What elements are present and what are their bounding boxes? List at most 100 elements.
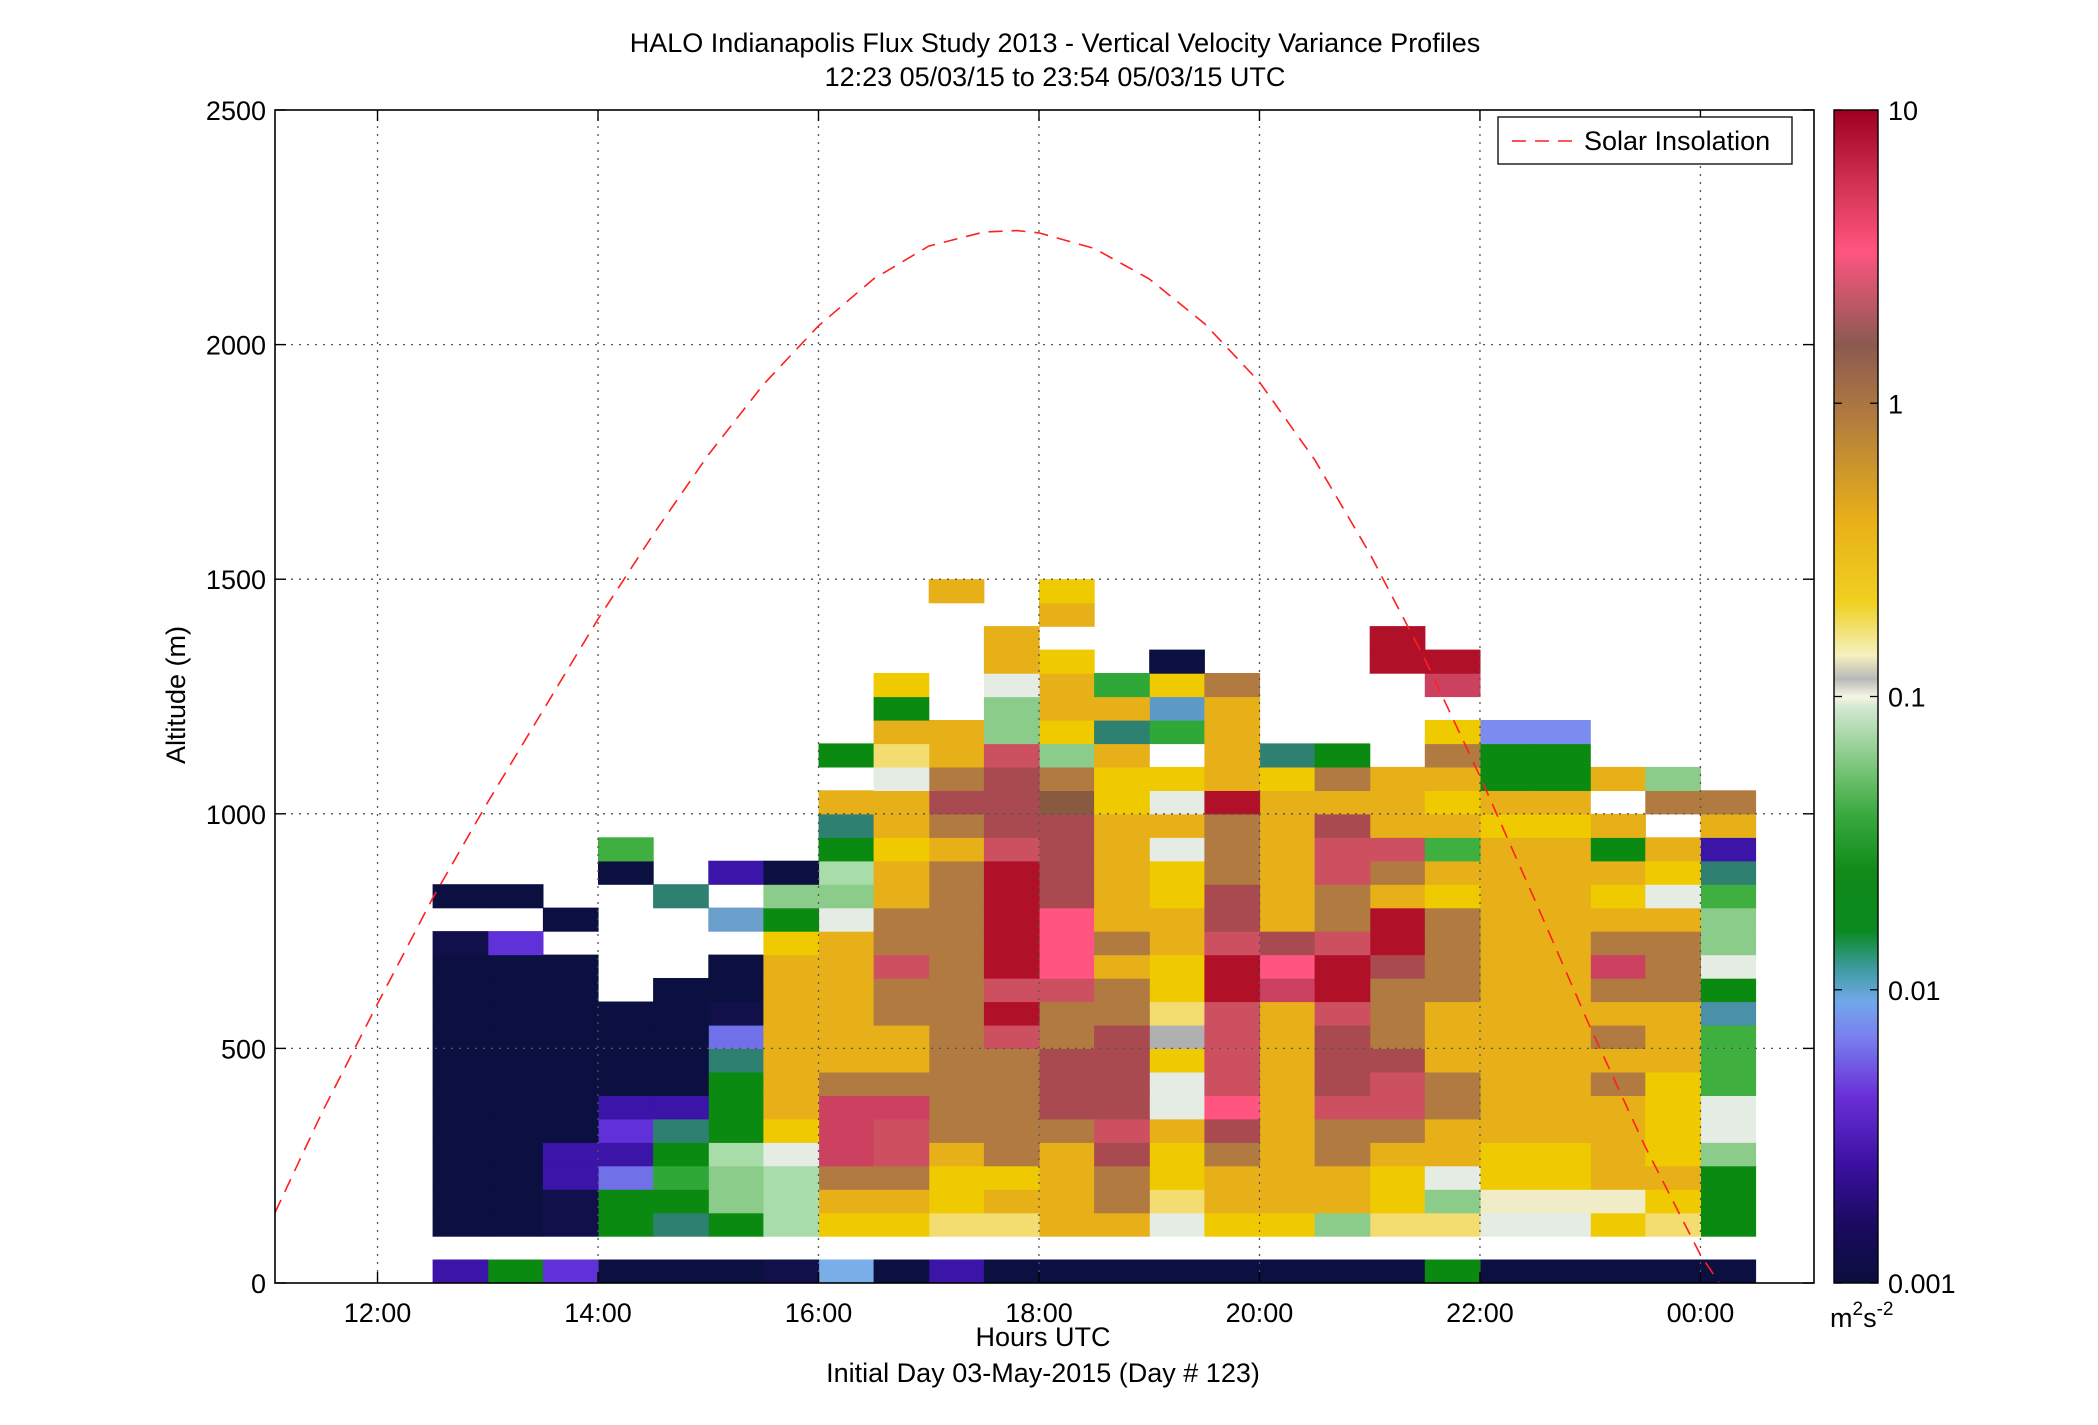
heatmap-cell xyxy=(928,720,985,745)
heatmap-cell xyxy=(598,1001,654,1026)
heatmap-cell xyxy=(1039,931,1095,956)
heatmap-cell xyxy=(873,907,930,932)
heatmap-cell xyxy=(928,978,985,1003)
heatmap-cell xyxy=(653,1189,709,1214)
colorbar-unit-sup2: -2 xyxy=(1877,1299,1894,1320)
heatmap-cell xyxy=(1700,884,1757,909)
heatmap-cell xyxy=(873,813,930,838)
heatmap-cell xyxy=(1204,743,1261,768)
heatmap-cell xyxy=(1259,1048,1316,1073)
heatmap-cell xyxy=(542,978,599,1003)
heatmap-cell xyxy=(818,1071,875,1096)
heatmap-cell xyxy=(708,954,764,979)
heatmap-cell xyxy=(542,1118,599,1143)
heatmap-cell xyxy=(1645,1095,1701,1120)
heatmap-cell xyxy=(598,837,654,862)
heatmap-cell xyxy=(1424,1189,1481,1214)
heatmap-cell xyxy=(983,1071,1040,1096)
heatmap-cell xyxy=(1480,837,1536,862)
heatmap-cell xyxy=(542,1024,599,1049)
heatmap-cell xyxy=(1204,673,1261,698)
heatmap-cell xyxy=(928,884,985,909)
heatmap-cell xyxy=(708,1189,764,1214)
heatmap-cell xyxy=(1424,673,1481,698)
heatmap-cell xyxy=(983,954,1040,979)
heatmap-cell xyxy=(1369,1259,1426,1283)
heatmap-cell xyxy=(1535,837,1591,862)
heatmap-cell xyxy=(1314,1259,1371,1283)
heatmap-cell xyxy=(1204,860,1261,885)
heatmap-cell xyxy=(1149,1095,1205,1120)
heatmap-cell xyxy=(983,696,1040,721)
heatmap-cell xyxy=(1590,978,1646,1003)
heatmap-cell xyxy=(542,907,599,932)
heatmap-cell xyxy=(1039,1165,1095,1190)
heatmap-cell xyxy=(1259,1212,1316,1237)
heatmap-cell xyxy=(1259,743,1316,768)
heatmap-cell xyxy=(873,673,930,698)
y-tick-label: 1500 xyxy=(206,565,266,595)
heatmap-cell xyxy=(1204,766,1261,791)
heatmap-cell xyxy=(1700,1142,1757,1167)
heatmap-cell xyxy=(1149,1189,1205,1214)
heatmap-cell xyxy=(983,837,1040,862)
heatmap-cell xyxy=(1645,931,1701,956)
heatmap-cell xyxy=(1039,1001,1095,1026)
heatmap-cell xyxy=(1480,743,1536,768)
heatmap-cell xyxy=(873,696,930,721)
heatmap-cell xyxy=(983,1095,1040,1120)
heatmap-cell xyxy=(818,790,875,815)
colorbar-unit-base: m xyxy=(1830,1303,1853,1333)
heatmap-cell xyxy=(1204,978,1261,1003)
heatmap-cell xyxy=(1535,1189,1591,1214)
heatmap-cell xyxy=(1369,813,1426,838)
heatmap-cell xyxy=(1039,1118,1095,1143)
heatmap-cell xyxy=(1480,813,1536,838)
x-tick-label: 00:00 xyxy=(1667,1298,1735,1328)
heatmap-cell xyxy=(983,1001,1040,1026)
heatmap-cell xyxy=(1149,1071,1205,1096)
heatmap-cell xyxy=(1204,1142,1261,1167)
heatmap-cell xyxy=(653,1142,709,1167)
heatmap-cell xyxy=(487,1259,544,1283)
heatmap-cell xyxy=(1094,837,1150,862)
heatmap-cell xyxy=(653,884,709,909)
heatmap-cell xyxy=(818,1259,875,1283)
heatmap-cell xyxy=(1204,837,1261,862)
heatmap-cell xyxy=(1149,673,1205,698)
heatmap-cell xyxy=(1094,907,1150,932)
heatmap-cell xyxy=(1590,1048,1646,1073)
heatmap-cell xyxy=(1149,813,1205,838)
chart-subtitle: 12:23 05/03/15 to 23:54 05/03/15 UTC xyxy=(825,62,1286,92)
heatmap-cell xyxy=(1590,766,1646,791)
y-axis-label: Altitude (m) xyxy=(161,626,191,764)
heatmap-cell xyxy=(1535,743,1591,768)
heatmap-cell xyxy=(1149,931,1205,956)
heatmap-cell xyxy=(1039,837,1095,862)
heatmap-cell xyxy=(432,1024,489,1049)
heatmap-cell xyxy=(487,1095,544,1120)
heatmap-cell xyxy=(873,720,930,745)
heatmap-cell xyxy=(1424,884,1481,909)
heatmap-cell xyxy=(487,954,544,979)
heatmap-cell xyxy=(1149,696,1205,721)
heatmap-cell xyxy=(1535,954,1591,979)
heatmap-cell xyxy=(653,1212,709,1237)
heatmap-cell xyxy=(1149,649,1205,674)
heatmap-cell xyxy=(983,766,1040,791)
heatmap-cell xyxy=(1204,1165,1261,1190)
y-tick-label: 2000 xyxy=(206,331,266,361)
heatmap-cell xyxy=(1149,1024,1205,1049)
heatmap-cell xyxy=(983,743,1040,768)
heatmap-cell xyxy=(1039,1259,1095,1283)
heatmap-cell xyxy=(983,1024,1040,1049)
heatmap-cell xyxy=(1039,907,1095,932)
heatmap-cell xyxy=(1480,1259,1536,1283)
heatmap-cell xyxy=(1645,978,1701,1003)
heatmap-cell xyxy=(1480,931,1536,956)
heatmap-cell xyxy=(1424,649,1481,674)
x-axis-sublabel: Initial Day 03-May-2015 (Day # 123) xyxy=(826,1358,1260,1388)
heatmap-cell xyxy=(928,907,985,932)
heatmap-cell xyxy=(1204,1212,1261,1237)
